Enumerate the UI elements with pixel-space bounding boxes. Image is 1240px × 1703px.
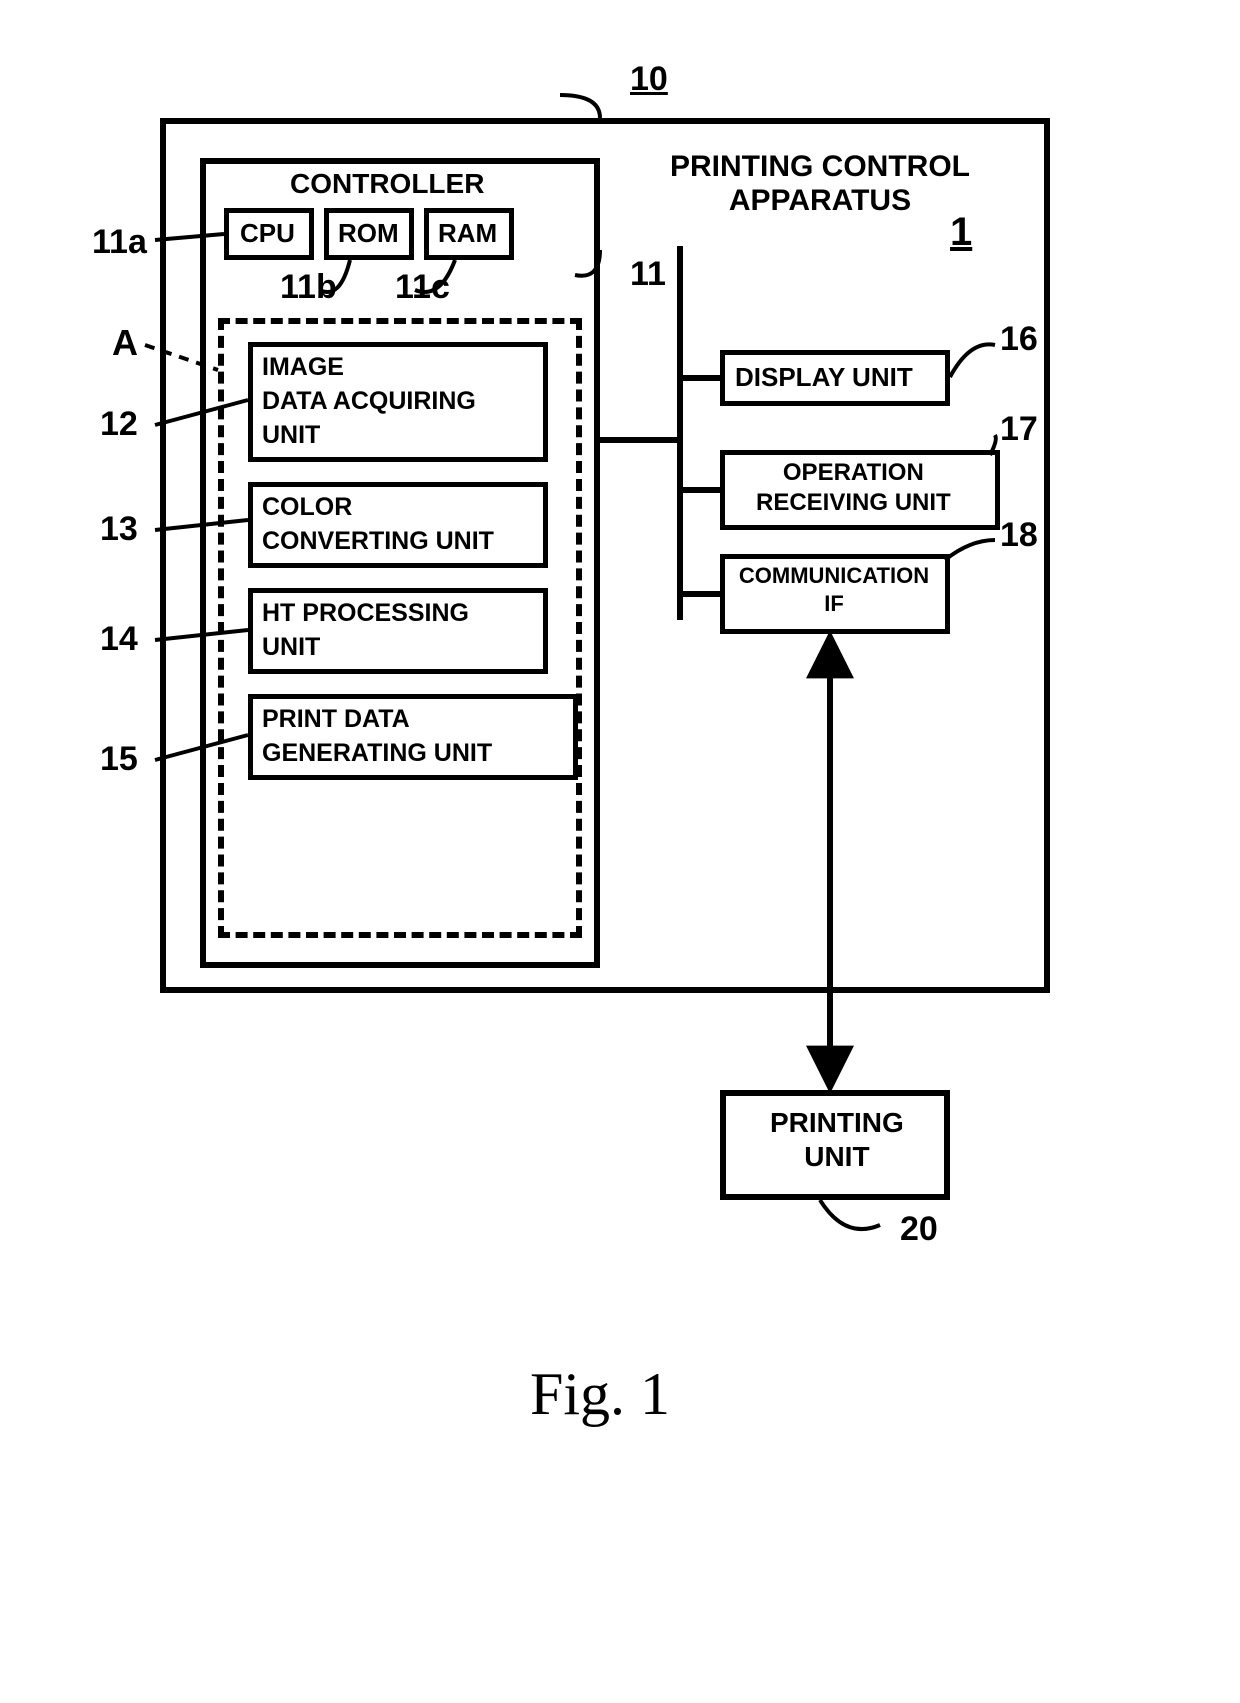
ref-15: 15	[100, 740, 138, 779]
ref-A: A	[112, 322, 138, 364]
ref-10: 10	[630, 60, 668, 99]
ref-14: 14	[100, 620, 138, 659]
ref-11a: 11a	[92, 223, 147, 262]
ref-12: 12	[100, 405, 138, 444]
ref-18: 18	[1000, 516, 1038, 555]
ref-1: 1	[950, 210, 972, 255]
connectors-svg	[0, 0, 1240, 1703]
ref-16: 16	[1000, 320, 1038, 359]
diagram-canvas: PRINTING CONTROL APPARATUS CONTROLLER CP…	[0, 0, 1240, 1703]
ref-11b: 11b	[280, 268, 337, 307]
ref-11: 11	[630, 255, 666, 294]
figure-caption: Fig. 1	[530, 1360, 670, 1429]
ref-13: 13	[100, 510, 138, 549]
ref-11c: 11c	[395, 268, 450, 307]
ref-17: 17	[1000, 410, 1038, 449]
ref-20: 20	[900, 1210, 938, 1249]
